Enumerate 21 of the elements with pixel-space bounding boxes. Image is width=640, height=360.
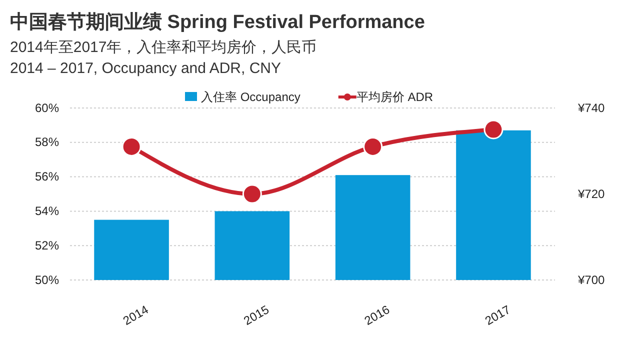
y-tick-label: 58% [34,135,60,150]
chart-subtitle: 2014年至2017年，入住率和平均房价，人民币 2014 – 2017, Occupancy and ADR, CNY [10,39,317,77]
point [363,136,383,156]
x-tick-label: 2016 [362,302,392,328]
y2-tick-label: ¥700 [577,272,606,287]
y-tick-label: 52% [34,238,60,252]
y2-tick-label: ¥740 [577,100,606,115]
y-tick-label: 54% [34,204,60,218]
legend-label: 入住率 Occupancy [201,90,300,104]
y-tick-label: 60% [34,100,60,115]
point [242,184,262,204]
y-tick-label: 56% [34,170,60,184]
chart-title: 中国春节期间业绩 Spring Festival Performance [10,11,425,33]
point [484,120,504,140]
x-tick-label: 2014 [120,302,152,328]
legend-label: 平均房价 ADR [356,90,434,104]
y-tick-label: 50% [34,272,60,287]
x-tick-label: 2015 [241,302,272,328]
y2-tick-label: ¥720 [577,186,606,201]
x-tick-label: 2017 [482,302,514,328]
point [122,136,142,156]
